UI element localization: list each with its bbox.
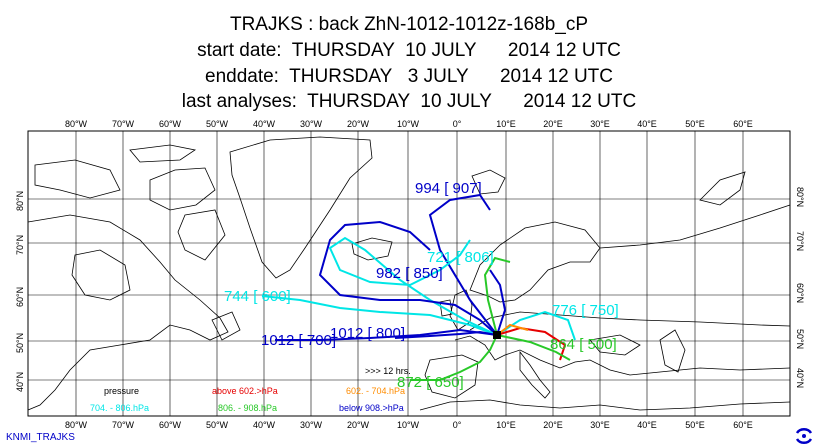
lon-label-top-13: 50°E (685, 119, 705, 129)
trajectory-1012-800 (394, 330, 498, 339)
trajectory-744 (261, 295, 498, 336)
trajectory-green-north (483, 256, 511, 336)
trajectories (261, 193, 576, 381)
lon-label-top-9: 10°E (496, 119, 516, 129)
lon-label-bottom-0: 80°W (65, 420, 88, 430)
lon-label-bottom-3: 50°W (206, 420, 229, 430)
legend-band2: 704. - 806.hPa (90, 403, 149, 413)
legend-below: below 908.>hPa (339, 403, 404, 413)
graticule (28, 131, 790, 416)
lon-label-top-12: 40°E (637, 119, 657, 129)
lat-label-left-4: 40°N (15, 372, 25, 392)
lon-label-top-0: 80°W (65, 119, 88, 129)
coastlines (27, 136, 791, 411)
map-frame (27, 130, 791, 417)
lat-label-right-1: 70°N (795, 231, 805, 251)
lat-label-right-4: 40°N (795, 368, 805, 388)
trajectory-721 (328, 236, 498, 336)
legend-interval: >>> 12 hrs. (365, 366, 411, 376)
lon-label-bottom-10: 20°E (543, 420, 563, 430)
ecmwf-logo-icon (795, 428, 813, 444)
trajectory-864-red (496, 326, 567, 361)
lat-label-right-2: 60°N (795, 283, 805, 303)
lon-label-top-4: 40°W (253, 119, 276, 129)
lon-label-bottom-11: 30°E (590, 420, 610, 430)
lon-label-top-3: 50°W (206, 119, 229, 129)
traj-label-864: 864 [ 500] (550, 336, 617, 353)
trajectory-994 (428, 193, 498, 336)
lon-label-top-5: 30°W (300, 119, 323, 129)
start-date: start date: THURSDAY 10 JULY 2014 12 UTC (197, 40, 621, 61)
page-title: TRAJKS : back ZhN-1012-1012z-168b_cP (229, 14, 588, 35)
lon-label-bottom-8: 0° (453, 420, 462, 430)
lon-label-bottom-14: 60°E (733, 420, 753, 430)
lon-label-top-7: 10°W (397, 119, 420, 129)
lat-label-right-0: 80°N (795, 187, 805, 207)
lon-label-bottom-7: 10°W (397, 420, 420, 430)
trajectory-blue-north (489, 269, 507, 336)
lon-label-top-10: 20°E (543, 119, 563, 129)
lon-label-bottom-9: 10°E (496, 420, 516, 430)
lon-label-bottom-13: 50°E (685, 420, 705, 430)
lat-label-left-2: 60°N (15, 287, 25, 307)
traj-label-872: 872 [ 650] (397, 374, 464, 391)
traj-label-776: 776 [ 750] (552, 302, 619, 319)
lat-label-left-0: 80°N (15, 191, 25, 211)
source-label: KNMI_TRAJKS (6, 432, 75, 443)
legend-band3: 806. - 908.hPa (218, 403, 277, 413)
legend-pressure: pressure (104, 386, 139, 396)
legend-above: above 602.>hPa (212, 386, 278, 396)
last-analyses: last analyses: THURSDAY 10 JULY 2014 12 … (181, 91, 637, 112)
lon-label-top-14: 60°E (733, 119, 753, 129)
lon-label-top-6: 20°W (347, 119, 370, 129)
lon-label-bottom-2: 60°W (159, 420, 182, 430)
lat-label-left-1: 70°N (15, 235, 25, 255)
trajectory-1012-700 (275, 328, 498, 341)
lon-label-bottom-1: 70°W (112, 420, 135, 430)
lon-label-bottom-12: 40°E (637, 420, 657, 430)
traj-label-994: 994 [ 907] (415, 180, 482, 197)
traj-label-721: 721 [ 806] (427, 249, 494, 266)
lon-label-bottom-5: 30°W (300, 420, 323, 430)
lon-label-top-11: 30°E (590, 119, 610, 129)
origin-marker (493, 331, 501, 339)
lat-label-left-3: 50°N (15, 333, 25, 353)
trajectory-orange (496, 323, 529, 336)
lon-label-top-2: 60°W (159, 119, 182, 129)
lon-label-top-1: 70°W (112, 119, 135, 129)
traj-label-1012-800: 1012 [ 800] (330, 325, 405, 342)
lat-label-right-3: 50°N (795, 329, 805, 349)
traj-label-982: 982 [ 850] (376, 265, 443, 282)
traj-label-1012-700: 1012 [ 700] (261, 332, 336, 349)
legend-band1: 602. - 704.hPa (346, 386, 405, 396)
lon-label-top-8: 0° (453, 119, 462, 129)
lon-label-bottom-4: 40°W (253, 420, 276, 430)
trajectory-864 (496, 334, 571, 361)
trajectory-872 (410, 334, 498, 381)
trajectory-982 (318, 220, 498, 336)
end-date: enddate: THURSDAY 3 JULY 2014 12 UTC (205, 66, 613, 87)
lon-label-bottom-6: 20°W (347, 420, 370, 430)
traj-label-744: 744 [ 600] (224, 288, 291, 305)
